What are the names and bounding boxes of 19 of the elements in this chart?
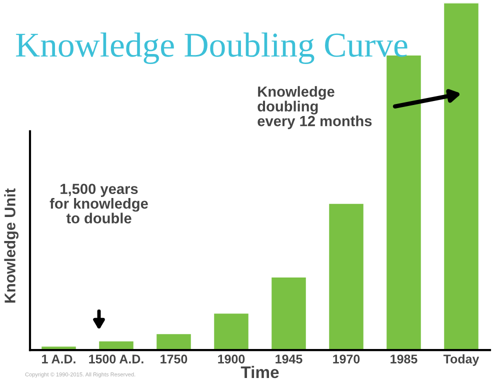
bar <box>212 312 250 350</box>
bar <box>155 332 192 350</box>
x-tick-label: 1985 <box>390 354 418 364</box>
x-tick-label: 1945 <box>276 354 302 364</box>
x-axis-title: Time <box>240 366 279 378</box>
y-axis-title: Knowledge Unit <box>4 188 18 303</box>
x-tick-label: 1750 <box>160 354 188 364</box>
bar <box>98 340 135 350</box>
text: Knowledge Doubling Curve <box>16 32 408 64</box>
bar <box>442 2 480 350</box>
bar <box>328 202 365 350</box>
x-tick-label: 1970 <box>333 354 360 364</box>
x-tick-label: 1900 <box>218 354 245 364</box>
annotation: 1,500 years for knowledge to double <box>50 184 148 224</box>
x-tick-label: 1 A.D. <box>42 354 76 364</box>
x-tick-label: Today <box>443 354 480 366</box>
annotation: Knowledge doubling every 12 months <box>258 86 372 130</box>
bar <box>270 276 308 350</box>
x-tick-label: 1500 A.D. <box>89 354 144 364</box>
